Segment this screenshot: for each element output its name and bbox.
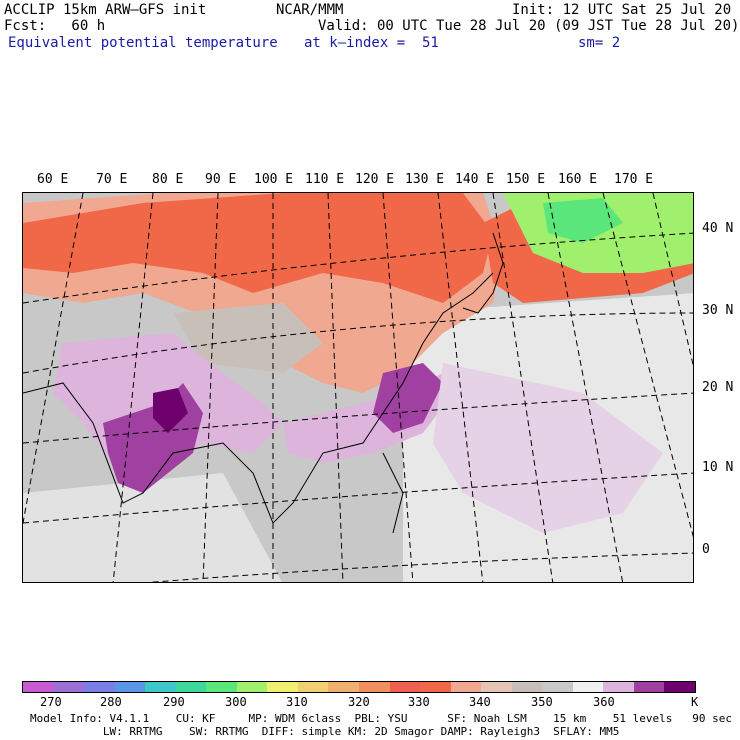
lon-label: 110 E: [305, 172, 345, 187]
coastline-philippines: [382, 452, 404, 534]
colorbar-swatch: [633, 682, 665, 692]
forecast-hour: Fcst: 60 h: [4, 18, 106, 34]
valid-time: Valid: 00 UTC Tue 28 Jul 20 (09 JST Tue …: [318, 18, 740, 34]
coastline-japan: [462, 232, 504, 314]
map-canvas: [23, 193, 693, 582]
colorbar-tick: 300: [225, 695, 247, 709]
colorbar-swatch: [420, 682, 451, 692]
model-title: ACCLIP 15km ARW–GFS init: [4, 2, 207, 18]
colorbar-swatch: [572, 682, 604, 692]
model-info-line1: Model Info: V4.1.1 CU: KF MP: WDM 6class…: [30, 712, 732, 725]
colorbar-tick: 310: [286, 695, 308, 709]
colorbar: [22, 681, 696, 693]
colorbar-swatch: [53, 682, 85, 692]
colorbar-swatch: [84, 682, 115, 692]
colorbar-swatch: [297, 682, 329, 692]
lon-label: 90 E: [205, 172, 237, 187]
colorbar-swatch: [145, 682, 176, 692]
lat-label: 0: [702, 542, 710, 557]
lon-label: 80 E: [152, 172, 184, 187]
lon-label: 150 E: [506, 172, 546, 187]
lon-label: 140 E: [455, 172, 495, 187]
field-fill-370-east: [373, 363, 443, 433]
institution-label: NCAR/MMM: [276, 2, 344, 18]
lon-label: 160 E: [558, 172, 598, 187]
colorbar-tick: 290: [163, 695, 185, 709]
lat-label: 20 N: [702, 380, 734, 395]
field-name: Equivalent potential temperature: [8, 35, 278, 51]
lat-label: 40 N: [702, 221, 734, 236]
lon-label: 120 E: [355, 172, 395, 187]
model-info-line2: LW: RRTMG SW: RRTMG DIFF: simple KM: 2D …: [30, 725, 620, 738]
lon-label: 170 E: [614, 172, 654, 187]
lon-label: 130 E: [405, 172, 445, 187]
lon-label: 70 E: [96, 172, 128, 187]
colorbar-swatch: [23, 682, 54, 692]
lon-label: 100 E: [254, 172, 294, 187]
lon-label: 60 E: [37, 172, 69, 187]
colorbar-swatch: [389, 682, 421, 692]
smoothing-label: sm= 2: [578, 35, 621, 51]
field-fill-380: [153, 388, 188, 433]
tibet-field-fill: [173, 303, 323, 373]
colorbar-swatch: [603, 682, 634, 692]
colorbar-tick: 360: [593, 695, 615, 709]
field-fill-300: [543, 198, 623, 243]
lat-label: 30 N: [702, 303, 734, 318]
colorbar-tick: 330: [408, 695, 430, 709]
colorbar-swatch: [114, 682, 146, 692]
colorbar-swatch: [206, 682, 237, 692]
colorbar-swatch: [481, 682, 512, 692]
colorbar-swatch: [511, 682, 543, 692]
colorbar-swatch: [236, 682, 268, 692]
colorbar-swatch: [328, 682, 360, 692]
theta-e-map: [22, 192, 694, 583]
colorbar-swatch: [175, 682, 207, 692]
colorbar-tick: 320: [348, 695, 370, 709]
init-time: Init: 12 UTC Sat 25 Jul 20: [512, 2, 732, 18]
colorbar-unit: K: [691, 695, 699, 709]
colorbar-swatch: [542, 682, 573, 692]
colorbar-swatch: [450, 682, 482, 692]
colorbar-swatch: [664, 682, 696, 692]
colorbar-tick: 340: [469, 695, 491, 709]
colorbar-tick: 280: [100, 695, 122, 709]
ocean-field-fill-south: [23, 473, 282, 582]
field-fill-330: [23, 193, 493, 303]
colorbar-swatch: [267, 682, 298, 692]
colorbar-tick: 270: [40, 695, 62, 709]
level-index: at k–index = 51: [304, 35, 439, 51]
colorbar-tick: 350: [531, 695, 553, 709]
lat-label: 10 N: [702, 460, 734, 475]
colorbar-swatch: [359, 682, 390, 692]
graticule: [23, 193, 693, 582]
coastline: [23, 272, 494, 524]
